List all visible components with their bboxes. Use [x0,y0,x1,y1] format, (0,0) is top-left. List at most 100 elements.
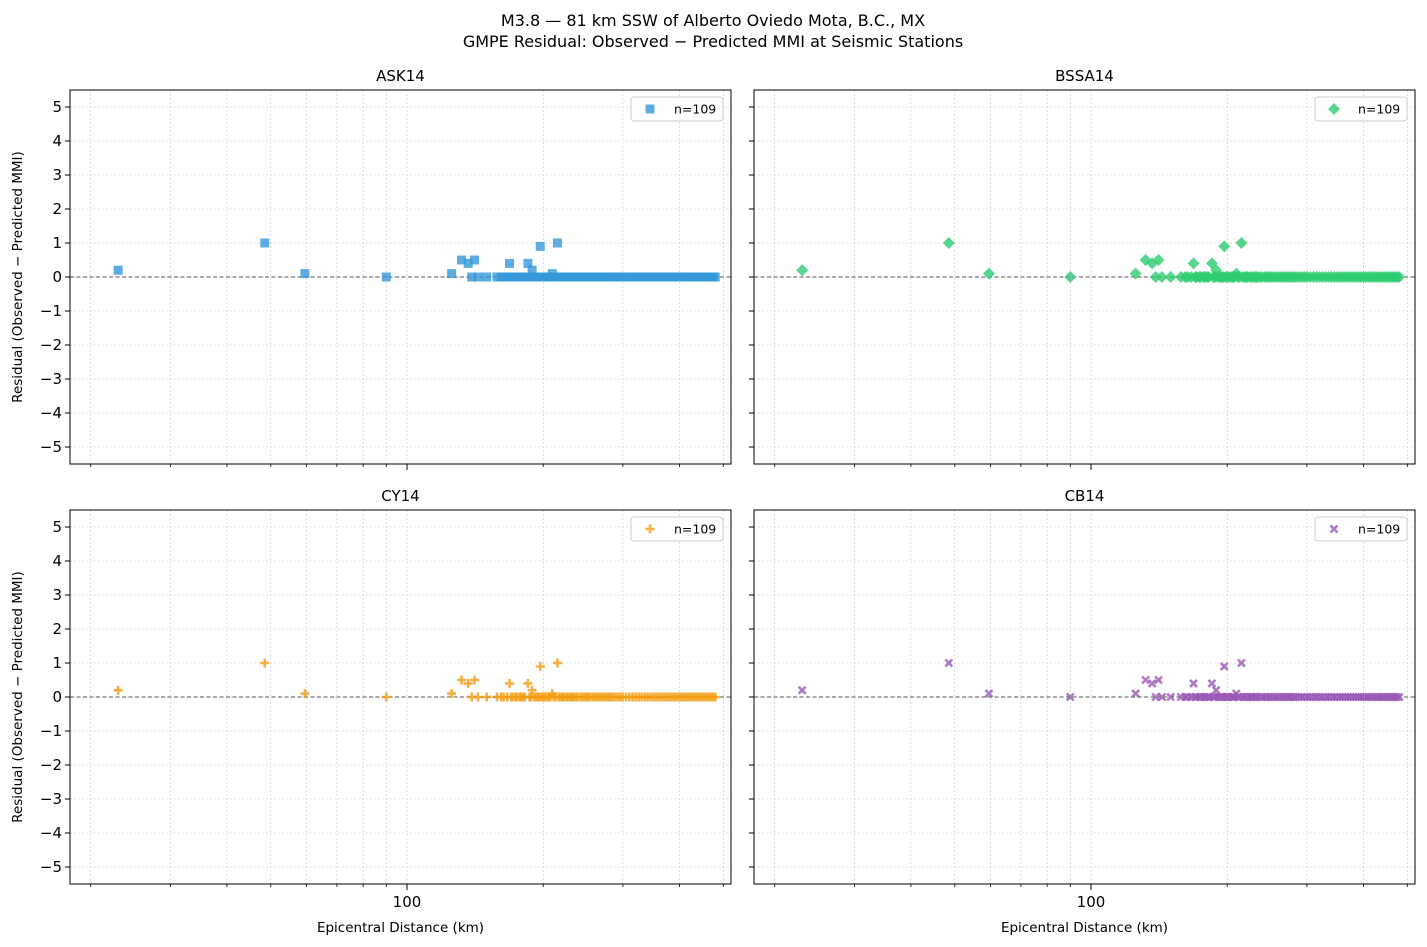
panel-cy14: 5 4 3 2 1 0 −1 −2 −3 −4 −5 100 CY14 Epicentral Distan… [10,487,732,936]
legend-label: n=109 [1358,522,1400,537]
legend: n=109 [1314,516,1408,542]
panel-title: BSSA14 [1055,67,1114,85]
y-tick-label: 1 [52,654,62,672]
data-point [1218,240,1231,253]
figure-title: M3.8 — 81 km SSW of Alberto Oviedo Mota,… [501,11,925,30]
data-point [300,689,310,699]
data-point [1147,678,1157,688]
y-axis-label: Residual (Observed − Predicted MMI) [10,571,26,823]
data-point [1393,271,1406,283]
data-point [470,675,480,685]
legend-marker [645,104,655,114]
y-tick-label: −3 [40,370,62,388]
panels-group: 5 4 3 2 1 0 −1 −2 −3 −4 −5 ASK14 Residual (Observed … [10,67,1416,936]
data-point [260,658,270,668]
legend-box [1314,96,1408,122]
data-point [463,258,473,268]
data-point [1237,658,1246,668]
y-tick-label: −2 [40,336,62,354]
data-point [1149,271,1162,283]
panel-cb14: 100 CB14 Epicentral Distance (km) n=109 [749,487,1416,936]
series-points [113,238,720,282]
data-point [1207,678,1217,688]
data-point [473,692,483,702]
data-point [527,265,537,275]
data-point [482,692,492,702]
y-tick-label: 4 [52,552,62,570]
y-tick-label: 5 [52,518,62,536]
y-tick-label: −1 [40,722,62,740]
legend-marker [645,524,655,534]
data-point [1392,692,1402,702]
y-tick-label: −4 [40,824,62,842]
series-points [796,237,1406,283]
data-point [113,265,123,275]
data-point [1157,692,1167,702]
data-point [523,258,533,268]
panel-ask14: 5 4 3 2 1 0 −1 −2 −3 −4 −5 ASK14 Residual (Observed … [10,67,732,470]
y-tick-label: −4 [40,404,62,422]
y-tick-label: −5 [40,438,62,456]
data-point [523,678,533,688]
legend-label: n=109 [674,102,716,117]
data-point [527,685,537,695]
data-point [1131,689,1141,699]
data-point [552,658,562,668]
data-point [467,272,477,282]
data-point [710,692,720,702]
data-point [1065,692,1075,702]
legend: n=109 [630,96,724,122]
data-point [1155,271,1168,283]
data-point [1394,692,1404,702]
data-point [1164,271,1177,283]
data-point [381,272,391,282]
y-tick-label: 4 [52,132,62,150]
y-tick-label: −3 [40,790,62,808]
legend-label: n=109 [1358,102,1400,117]
panel-bssa14: BSSA14 n=109 [749,67,1416,470]
x-axis-label: Epicentral Distance (km) [317,920,484,936]
data-point [1189,678,1198,688]
panel-title: ASK14 [376,67,425,85]
data-point [710,272,720,282]
data-point [1219,661,1229,671]
y-axis-label: Residual (Observed − Predicted MMI) [10,151,26,403]
data-point [982,267,995,280]
y-tick-label: −2 [40,756,62,774]
y-tick-label: 0 [52,268,62,286]
data-point [470,255,480,265]
data-point [505,678,515,688]
panel-title: CY14 [381,487,419,505]
data-point [1129,267,1142,280]
data-point [473,272,483,282]
data-point [113,685,123,695]
data-point [1166,692,1176,702]
data-point [1064,271,1077,283]
y-tick-label: 2 [52,200,62,218]
data-point [463,678,473,688]
data-point [447,689,457,699]
legend-box [630,96,724,122]
x-tick-label: 100 [1077,893,1106,911]
data-point [1211,685,1221,695]
panel-title: CB14 [1065,487,1105,505]
x-tick-label: 100 [393,893,422,911]
y-tick-label: 2 [52,620,62,638]
data-point [984,689,994,699]
legend-box [630,516,724,542]
data-point [944,658,954,668]
series-points [113,658,720,702]
legend-label: n=109 [674,522,716,537]
data-point [381,692,391,702]
y-tick-label: −1 [40,302,62,320]
data-point [447,269,457,279]
y-tick-label: −5 [40,858,62,876]
data-point [520,272,530,282]
data-point [457,675,467,685]
data-point [796,264,809,277]
data-point [535,241,545,251]
figure-subtitle: GMPE Residual: Observed − Predicted MMI … [463,32,963,51]
y-tick-label: 1 [52,234,62,252]
data-point [552,238,562,248]
